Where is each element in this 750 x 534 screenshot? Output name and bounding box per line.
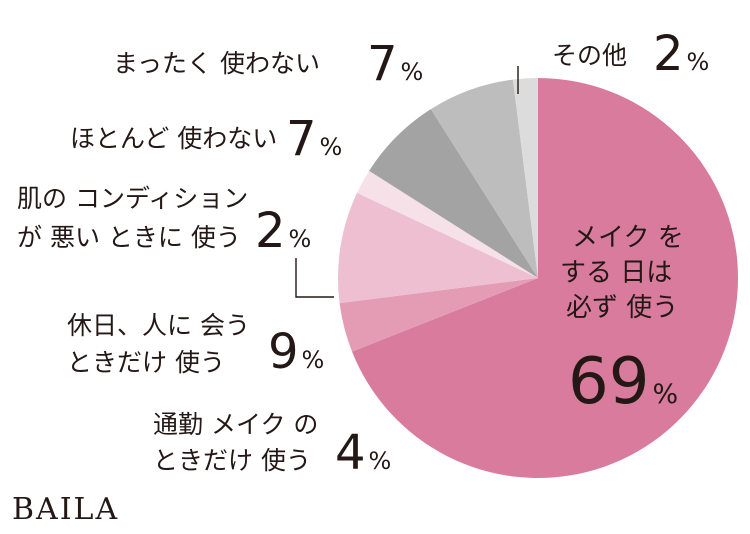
pie-slice-daily-makeup (352, 78, 739, 478)
slice-value-commute-makeup: 4% (335, 425, 391, 481)
slice-value-skin-condition: 2% (255, 203, 311, 259)
slice-label-holiday-line-2: ときだけ 使う (67, 348, 225, 377)
slice-label-commute-makeup-line-2: ときだけ 使う (153, 446, 311, 475)
pie-slice-skin-condition (357, 170, 538, 278)
slice-label-skin-condition-line-1: 肌の コンディション (17, 184, 248, 213)
slice-label-skin-condition-line-2: が 悪い ときに 使う (17, 223, 241, 252)
pie-slice-commute-makeup (339, 278, 538, 352)
slice-label-rarely-use-line-1: ほとんど 使わない (70, 124, 277, 153)
slice-value-other: 2% (653, 26, 709, 82)
pie-slice-rarely-use (369, 109, 538, 278)
pie-slice-other (512, 78, 538, 278)
slice-value-never-use: 7% (367, 36, 423, 92)
slice-label-daily-makeup-line-1: メイク を (572, 223, 684, 253)
pie-slices (337, 78, 739, 478)
leader-line-skin-condition (295, 258, 334, 298)
slice-label-daily-makeup-line-3: 必ず 使う (566, 293, 678, 323)
slice-value-rarely-use: 7% (286, 111, 342, 167)
pie-slice-holiday (337, 192, 538, 304)
brand-logo: BAILA (12, 492, 119, 527)
slice-label-holiday-line-1: 休日、人に 会う (67, 311, 250, 340)
slice-label-other-line-1: その他 (552, 41, 627, 70)
pie-slice-never-use (430, 79, 538, 278)
slice-label-never-use-line-1: まったく 使わない (113, 49, 320, 78)
slice-value-holiday: 9% (268, 324, 324, 380)
slice-label-commute-makeup-line-1: 通勤 メイク の (153, 410, 318, 439)
slice-label-daily-makeup-line-2: する 日は (560, 258, 672, 288)
leader-lines (295, 66, 519, 298)
